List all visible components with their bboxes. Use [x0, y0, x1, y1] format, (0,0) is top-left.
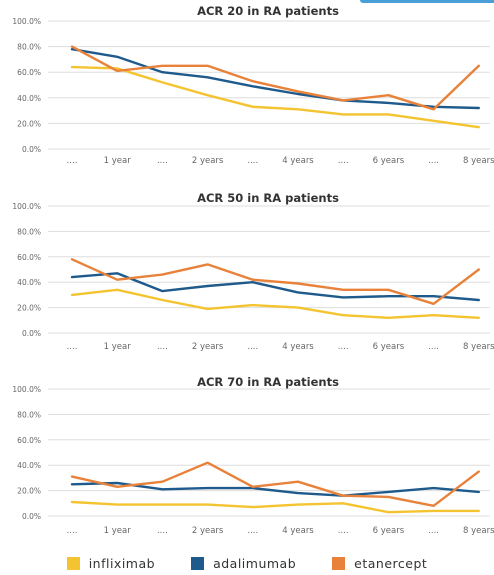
y-tick-label: 100.0%: [12, 385, 41, 394]
y-tick-label: 20.0%: [17, 487, 41, 496]
series-line-adalimumab: [70, 48, 480, 110]
x-tick-label: ....: [338, 156, 349, 166]
y-tick-label: 40.0%: [17, 278, 41, 287]
y-tick-label: 20.0%: [17, 304, 41, 313]
x-tick-label: ....: [428, 526, 439, 536]
y-tick-label: 40.0%: [17, 461, 41, 470]
x-tick-label: 4 years: [282, 342, 314, 352]
x-tick-label: ....: [157, 342, 168, 352]
x-tick-label: ....: [247, 526, 258, 536]
x-tick-label: ....: [157, 156, 168, 166]
x-tick-label: 6 years: [373, 342, 405, 352]
x-tick-label: ....: [428, 156, 439, 166]
x-tick-label: ....: [67, 526, 78, 536]
x-tick-label: 4 years: [282, 156, 314, 166]
top-accent-bar: [360, 0, 494, 3]
y-tick-label: 80.0%: [17, 410, 41, 419]
x-tick-label: 4 years: [282, 526, 314, 536]
x-tick-label: 2 years: [192, 342, 224, 352]
x-tick-label: 1 year: [104, 156, 132, 166]
x-tick-label: 2 years: [192, 526, 224, 536]
y-tick-label: 100.0%: [12, 17, 41, 26]
y-tick-label: 100.0%: [12, 202, 41, 211]
x-tick-label: ....: [338, 342, 349, 352]
legend-swatch: [332, 556, 346, 570]
y-tick-label: 0.0%: [22, 329, 41, 338]
y-tick-label: 80.0%: [17, 43, 41, 52]
chart-panel-3: ACR 70 in RA patients 0.0% 20.0% 40.0% 60.0%…: [12, 375, 494, 536]
legend-label: infliximab: [88, 555, 156, 571]
legend-item-infliximab: infliximab: [66, 555, 156, 571]
x-tick-label: ....: [67, 342, 78, 352]
x-tick-label: 1 year: [104, 526, 132, 536]
legend: infliximab adalimumab etanercept: [0, 553, 494, 573]
x-tick-label: ....: [157, 526, 168, 536]
y-tick-label: 80.0%: [17, 227, 41, 236]
chart-title: ACR 50 in RA patients: [197, 191, 339, 205]
series-line-etanercept: [70, 45, 480, 111]
y-tick-label: 0.0%: [22, 145, 41, 154]
charts-canvas: ACR 20 in RA patients 0.0% 20.0% 40.0% 60.0%…: [12, 4, 494, 536]
x-tick-label: 1 year: [104, 342, 132, 352]
series-line-etanercept: [70, 461, 480, 507]
y-tick-label: 40.0%: [17, 94, 41, 103]
x-tick-label: 8 years: [463, 526, 494, 536]
legend-swatch: [66, 556, 80, 570]
y-tick-label: 60.0%: [17, 253, 41, 262]
series-line-infliximab: [70, 500, 480, 514]
x-tick-label: ....: [247, 156, 258, 166]
series-line-infliximab: [70, 65, 480, 129]
x-tick-label: ....: [67, 156, 78, 166]
x-tick-label: 8 years: [463, 342, 494, 352]
y-tick-label: 20.0%: [17, 119, 41, 128]
chart-panel-2: ACR 50 in RA patients 0.0% 20.0% 40.0% 60.0%…: [12, 191, 494, 352]
legend-label: etanercept: [354, 555, 428, 571]
x-tick-label: ....: [338, 526, 349, 536]
x-tick-label: 2 years: [192, 156, 224, 166]
x-tick-label: ....: [247, 342, 258, 352]
y-tick-label: 60.0%: [17, 68, 41, 77]
legend-item-adalimumab: adalimumab: [191, 556, 296, 571]
y-tick-label: 60.0%: [17, 436, 41, 445]
chart-panel-1: ACR 20 in RA patients 0.0% 20.0% 40.0% 60.0%…: [12, 4, 494, 166]
x-tick-label: 8 years: [463, 156, 494, 166]
y-tick-label: 0.0%: [22, 512, 41, 521]
series-line-adalimumab: [70, 481, 480, 497]
series-line-infliximab: [70, 288, 480, 319]
legend-swatch: [191, 556, 205, 570]
chart-title: ACR 70 in RA patients: [197, 375, 339, 389]
chart-title: ACR 20 in RA patients: [197, 4, 339, 18]
legend-item-etanercept: etanercept: [332, 556, 427, 571]
x-tick-label: 6 years: [373, 526, 405, 536]
legend-label: adalimumab: [213, 555, 297, 571]
series-line-etanercept: [70, 258, 480, 305]
x-tick-label: 6 years: [373, 156, 405, 166]
x-tick-label: ....: [428, 342, 439, 352]
